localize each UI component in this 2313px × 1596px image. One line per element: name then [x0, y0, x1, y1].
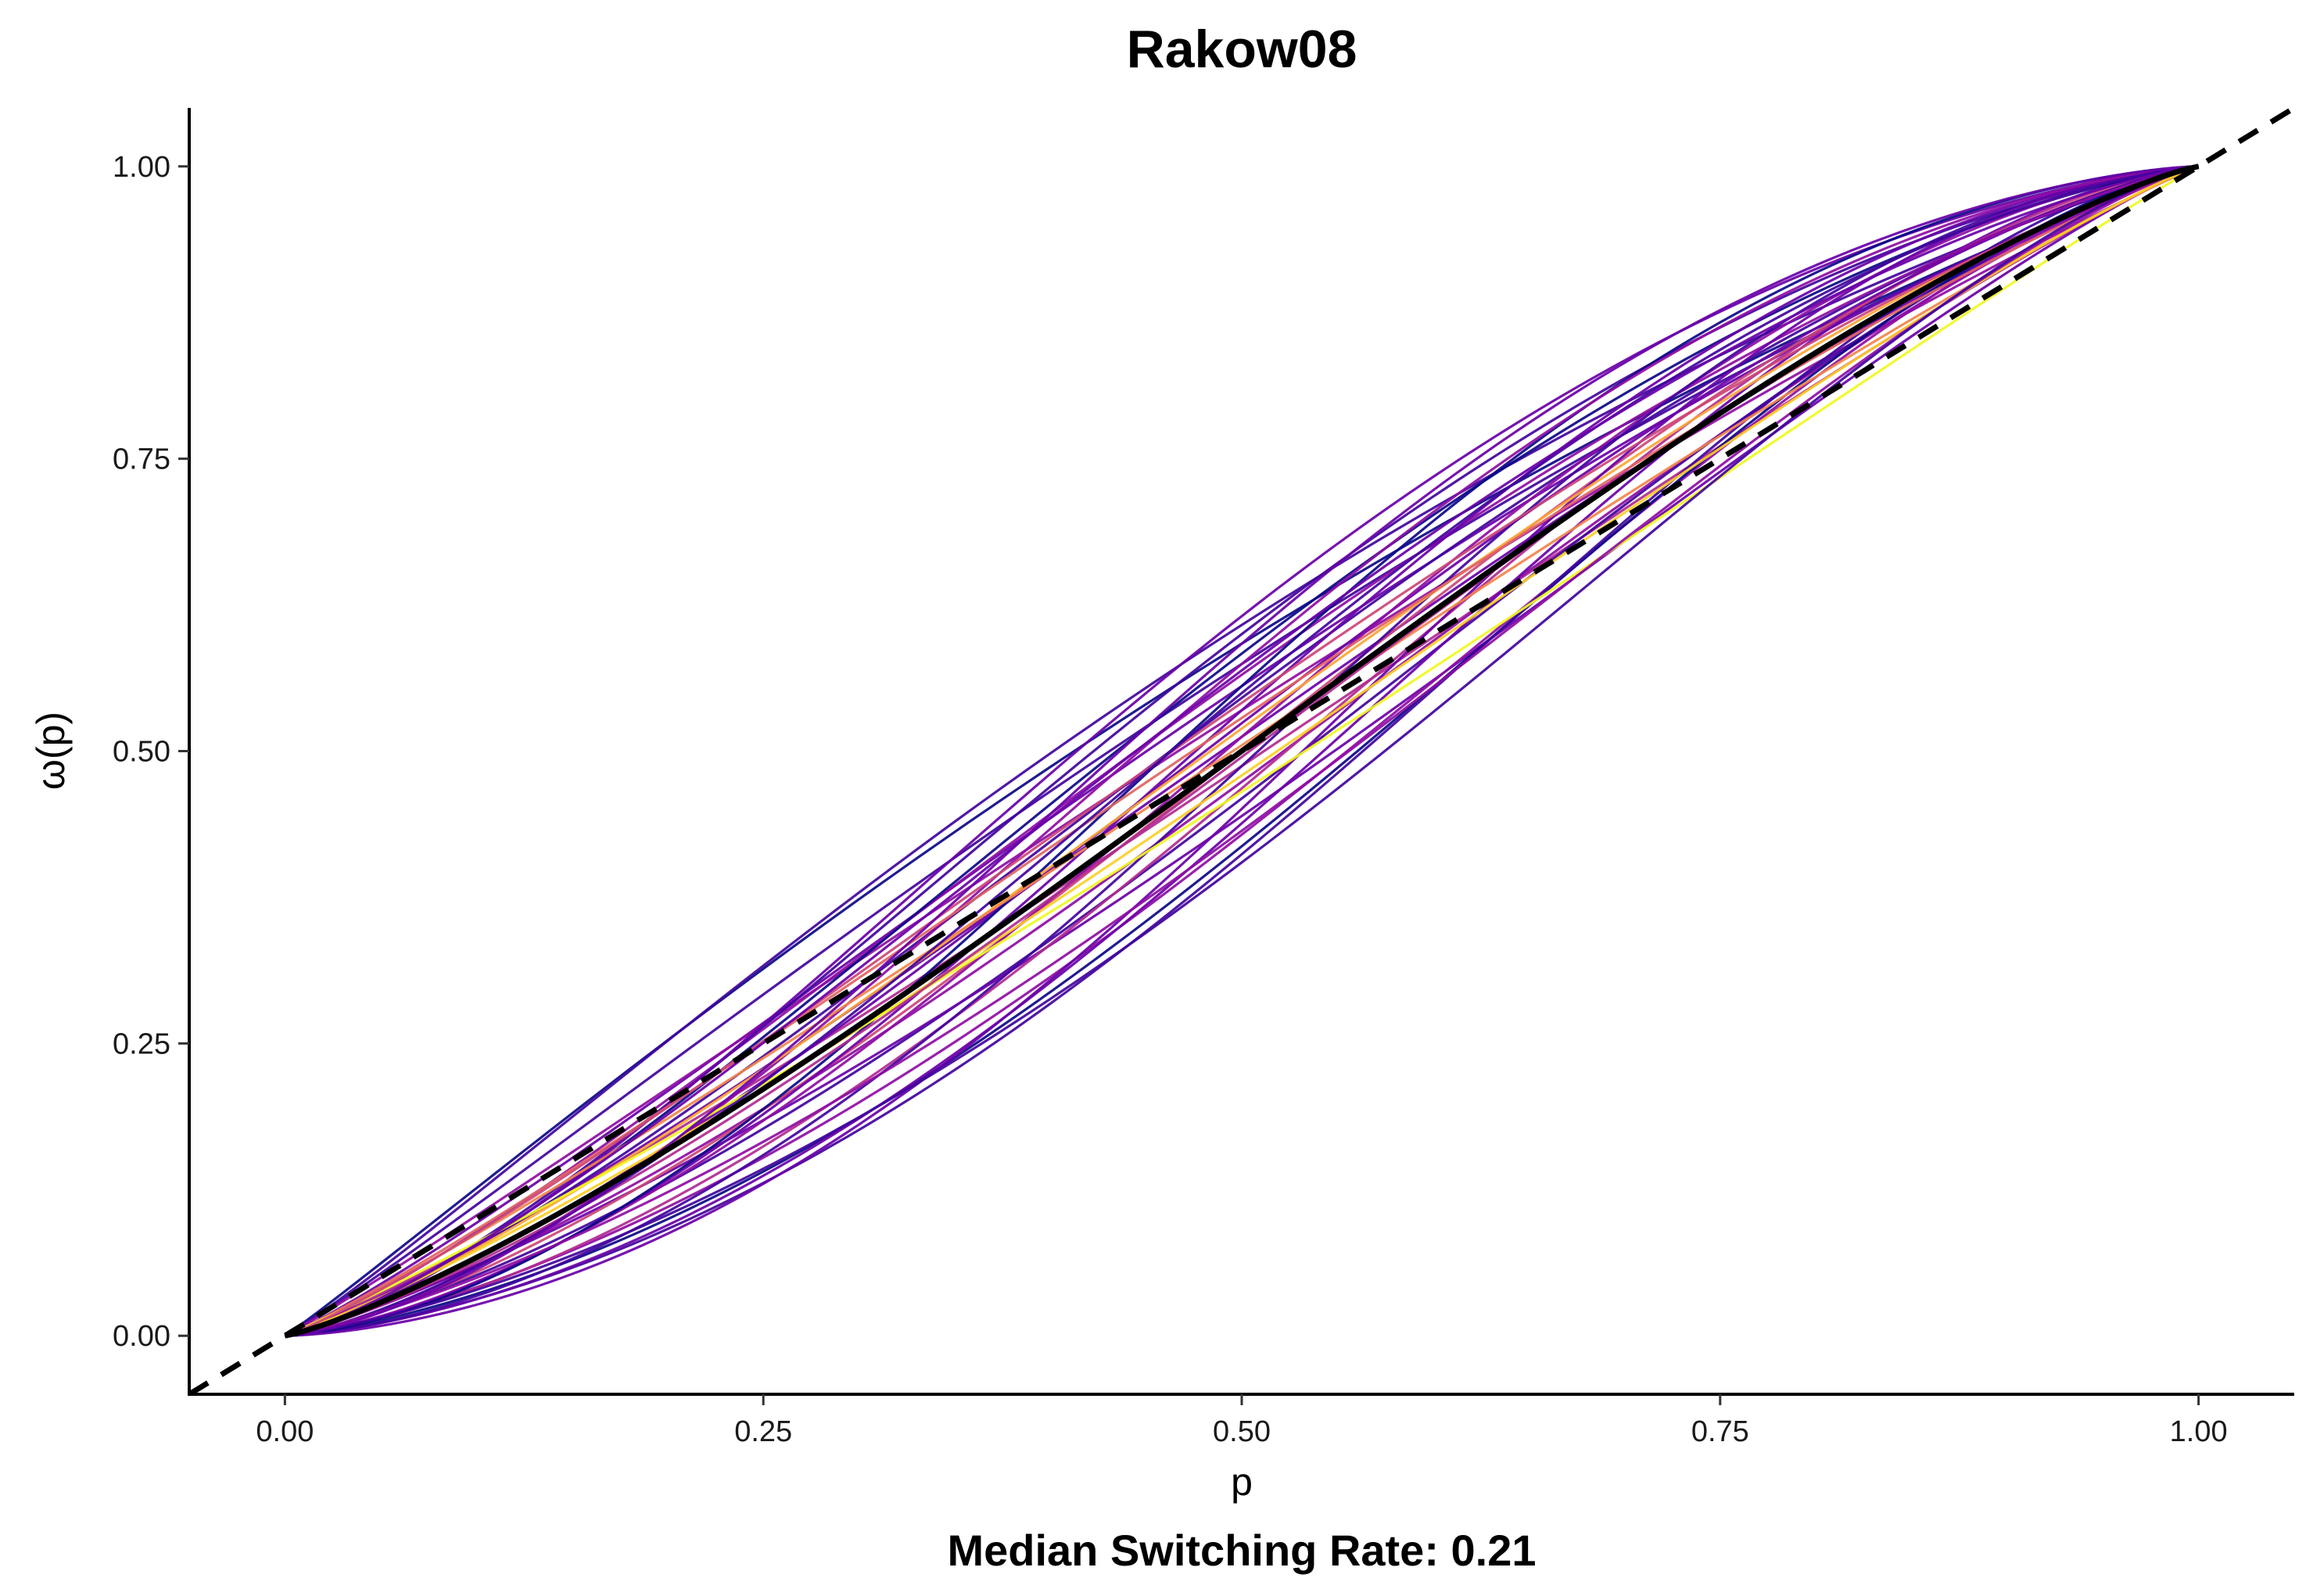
- chart-title: Rakow08: [1127, 20, 1357, 79]
- series-curve-12: [285, 165, 2199, 1337]
- series-curve-4: [284, 165, 2200, 1337]
- series-curve-18: [284, 165, 2199, 1337]
- x-tick-label: 0.00: [256, 1415, 314, 1448]
- series-curve-39: [285, 165, 2199, 1337]
- x-tick-label: 0.75: [1691, 1415, 1749, 1448]
- series-curve-40: [285, 165, 2199, 1337]
- series-curve-37: [285, 165, 2199, 1337]
- series-curve-21: [285, 165, 2199, 1337]
- median-curve: [284, 163, 2200, 1339]
- series-curve-19: [284, 165, 2199, 1337]
- median-curve-layer: [284, 163, 2200, 1339]
- x-tick-label: 0.50: [1213, 1415, 1271, 1448]
- x-axis-ticks: 0.00 0.25 0.50 0.75 1.00: [256, 1394, 2228, 1448]
- y-tick-label: 0.75: [113, 443, 170, 476]
- series-curve-11: [285, 165, 2199, 1337]
- series-curve-30: [284, 165, 2200, 1337]
- series-curve-26: [285, 165, 2199, 1337]
- series-curve-33: [284, 165, 2200, 1337]
- series-curve-32: [284, 165, 2200, 1337]
- x-tick-label: 1.00: [2170, 1415, 2228, 1448]
- series-curve-8: [285, 165, 2200, 1337]
- y-tick-label: 0.00: [113, 1320, 170, 1353]
- series-curve-38: [285, 165, 2200, 1337]
- chart-caption: Median Switching Rate: 0.21: [947, 1526, 1536, 1575]
- y-tick-label: 0.50: [113, 736, 170, 769]
- x-axis-title: p: [1231, 1460, 1253, 1504]
- x-tick-label: 0.25: [734, 1415, 792, 1448]
- y-tick-label: 1.00: [113, 151, 170, 184]
- plot-panel: [189, 108, 2294, 1394]
- y-tick-label: 0.25: [113, 1028, 170, 1060]
- series-curve-34: [284, 165, 2200, 1337]
- y-axis-ticks: 0.00 0.25 0.50 0.75 1.00: [113, 151, 189, 1353]
- series-curve-31: [284, 165, 2200, 1337]
- y-axis-title: ω(p): [29, 712, 73, 790]
- series-curve-10: [285, 165, 2200, 1337]
- series-curve-13: [285, 165, 2199, 1337]
